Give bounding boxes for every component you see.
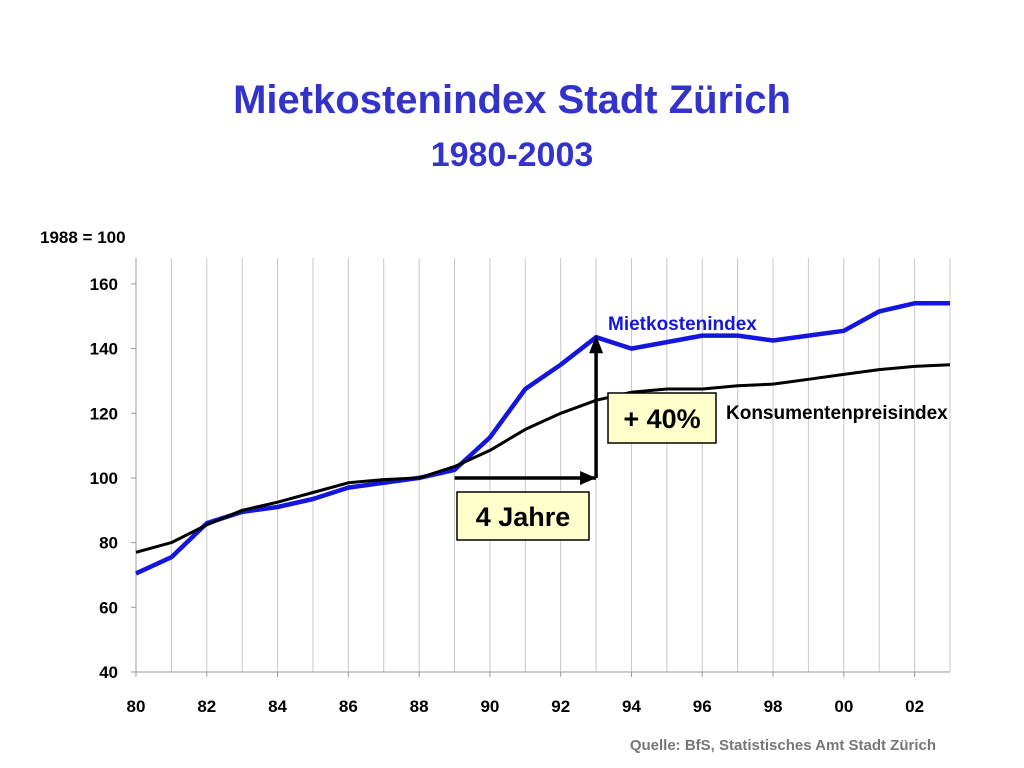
y-tick-label: 60 [99,598,118,617]
x-tick-label: 00 [834,697,853,716]
annotation-years-box [456,491,590,541]
y-tick-label: 80 [99,534,118,553]
x-tick-label: 92 [551,697,570,716]
series-label-konsumentenpreisindex: Konsumentenpreisindex [726,403,948,424]
chart-title: Mietkostenindex Stadt Zürich [233,78,791,122]
annotation-percent-box [607,392,717,444]
x-tick-label: 96 [693,697,712,716]
annotation-percent-label: + 40% [623,404,700,434]
x-tick-label: 82 [197,697,216,716]
x-tick-label: 80 [127,697,146,716]
gridlines [170,258,951,672]
x-tick-label: 84 [268,697,287,716]
y-tick-label: 40 [99,663,118,682]
x-tick-label: 98 [764,697,783,716]
y-axis-label: 1988 = 100 [40,228,126,247]
x-tick-label: 88 [410,697,429,716]
y-tick-label: 160 [90,275,118,294]
arrowhead-right [580,470,597,485]
y-tick-label: 120 [90,404,118,423]
x-tick-label: 94 [622,697,641,716]
series-label-mietkostenindex: Mietkostenindex [608,314,757,335]
axes [131,258,950,677]
source-note: Quelle: BfS, Statistisches Amt Stadt Zür… [629,737,936,754]
chart-subtitle: 1980-2003 [430,136,594,174]
arrowhead-up [589,335,604,354]
y-tick-label: 100 [90,469,118,488]
tick-labels: 40 60 80 100 120 140 160 80 82 84 86 88 90 92 94 96 98 00… [90,275,949,716]
annotations: + 40% 4 Jahre [454,335,717,541]
series-line-mietkostenindex [135,301,950,576]
x-tick-label: 02 [905,697,924,716]
annotation-years-label: 4 Jahre [476,502,571,532]
y-tick-label: 140 [90,340,118,359]
x-tick-label: 90 [480,697,499,716]
x-tick-label: 86 [339,697,358,716]
series-line-konsumentenpreisindex [135,363,951,554]
series-lines [135,301,951,576]
